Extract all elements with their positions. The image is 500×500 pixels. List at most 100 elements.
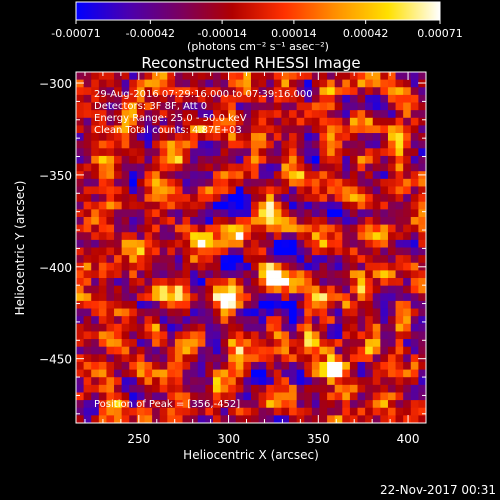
heatmap-cell: [190, 117, 199, 126]
heatmap-cell: [395, 117, 404, 126]
heatmap-cell: [129, 102, 138, 111]
heatmap-cell: [121, 102, 130, 111]
heatmap-cell: [220, 102, 229, 111]
heatmap-cell: [144, 377, 153, 386]
heatmap-cell: [228, 361, 237, 370]
heatmap-cell: [243, 133, 252, 142]
heatmap-cell: [349, 209, 358, 218]
heatmap-cell: [334, 155, 343, 164]
heatmap-cell: [387, 79, 396, 88]
heatmap-cell: [372, 331, 381, 340]
heatmap-cell: [380, 186, 389, 195]
heatmap-cell: [281, 369, 290, 378]
heatmap-cell: [114, 209, 123, 218]
heatmap-cell: [395, 87, 404, 96]
heatmap-cell: [212, 377, 221, 386]
heatmap-cell: [136, 216, 145, 226]
heatmap-cell: [251, 331, 260, 340]
heatmap-cell: [281, 278, 290, 287]
heatmap-cell: [121, 216, 130, 226]
heatmap-cell: [129, 224, 138, 233]
heatmap-cell: [220, 117, 229, 126]
heatmap-cell: [182, 384, 191, 393]
heatmap-cell: [372, 384, 381, 393]
heatmap-cell: [342, 361, 351, 370]
heatmap-cell: [152, 293, 161, 302]
heatmap-cell: [289, 140, 298, 149]
heatmap-cell: [304, 201, 313, 210]
heatmap-cell: [365, 339, 374, 348]
heatmap-cell: [121, 339, 130, 348]
heatmap-cell: [349, 216, 358, 226]
heatmap-cell: [76, 377, 85, 386]
heatmap-cell: [372, 148, 381, 157]
heatmap-cell: [365, 224, 374, 233]
heatmap-cell: [334, 262, 343, 271]
heatmap-cell: [349, 354, 358, 363]
heatmap-cell: [273, 308, 282, 317]
heatmap-cell: [174, 255, 183, 264]
heatmap-cell: [403, 201, 412, 210]
heatmap-cell: [205, 171, 214, 180]
heatmap-cell: [243, 79, 252, 88]
heatmap-cell: [403, 79, 412, 88]
heatmap-cell: [136, 239, 145, 248]
heatmap-cell: [152, 117, 161, 126]
heatmap-cell: [311, 148, 320, 157]
heatmap-cell: [129, 171, 138, 180]
heatmap-cell: [410, 102, 419, 111]
heatmap-cell: [129, 216, 138, 226]
heatmap-cell: [83, 171, 92, 180]
heatmap-cell: [228, 194, 237, 203]
heatmap-cell: [152, 148, 161, 157]
heatmap-cell: [205, 201, 214, 210]
heatmap-cell: [136, 369, 145, 378]
heatmap-cell: [319, 392, 328, 401]
heatmap-cell: [357, 323, 366, 332]
heatmap-cell: [319, 331, 328, 340]
chart-title: Reconstructed RHESSI Image: [141, 54, 360, 72]
heatmap-cell: [144, 262, 153, 271]
heatmap-cell: [251, 346, 260, 355]
heatmap-cell: [212, 216, 221, 226]
heatmap-cell: [357, 339, 366, 348]
heatmap-cell: [327, 216, 336, 226]
heatmap-cell: [212, 87, 221, 96]
heatmap-cell: [152, 79, 161, 88]
heatmap-cell: [114, 369, 123, 378]
heatmap-cell: [410, 194, 419, 203]
heatmap-cell: [91, 186, 100, 195]
heatmap-cell: [190, 79, 199, 88]
heatmap-cell: [174, 369, 183, 378]
heatmap-cell: [91, 361, 100, 370]
heatmap-cell: [212, 209, 221, 218]
heatmap-cell: [418, 384, 426, 393]
heatmap-cell: [273, 354, 282, 363]
heatmap-cell: [220, 148, 229, 157]
heatmap-cell: [258, 232, 267, 241]
heatmap-cell: [387, 87, 396, 96]
heatmap-cell: [289, 331, 298, 340]
heatmap-cell: [365, 400, 374, 409]
heatmap-cell: [418, 331, 426, 340]
heatmap-cell: [289, 117, 298, 126]
heatmap-cell: [159, 308, 168, 317]
heatmap-cell: [228, 163, 237, 172]
heatmap-cell: [144, 216, 153, 226]
heatmap-cell: [311, 102, 320, 111]
heatmap-cell: [212, 186, 221, 195]
heatmap-cell: [114, 216, 123, 226]
heatmap-cell: [349, 94, 358, 103]
heatmap-cell: [365, 133, 374, 142]
heatmap-cell: [281, 155, 290, 164]
heatmap-cell: [258, 209, 267, 218]
heatmap-cell: [296, 339, 305, 348]
heatmap-cell: [144, 278, 153, 287]
heatmap-cell: [152, 155, 161, 164]
heatmap-cell: [152, 87, 161, 96]
heatmap-cell: [152, 339, 161, 348]
heatmap-cell: [152, 239, 161, 248]
heatmap-cell: [205, 331, 214, 340]
heatmap-cell: [410, 140, 419, 149]
heatmap-cell: [136, 262, 145, 271]
